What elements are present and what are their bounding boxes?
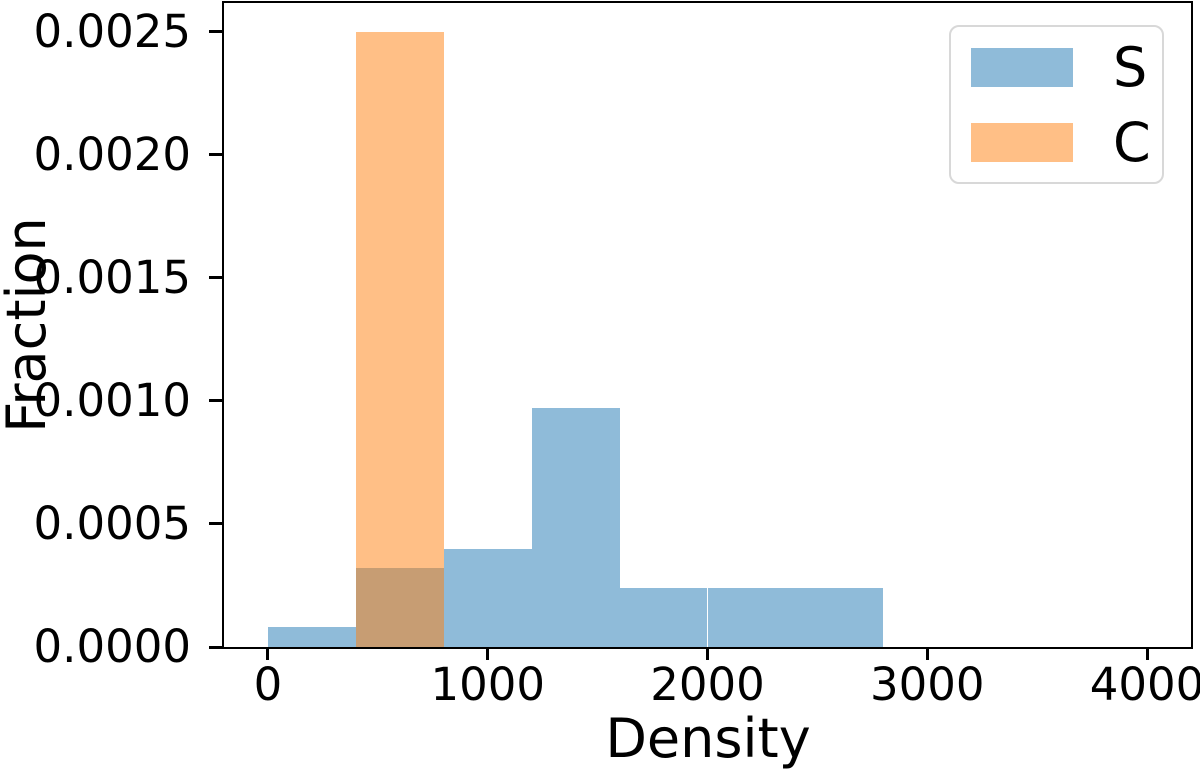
y-tick-label-0.0015: 0.0015 [33,250,191,304]
y-tick-label-0.0000: 0.0000 [33,620,191,673]
plot-area: 0 1000 2000 3000 4000 0.0000 0.0005 0.0010 0.001… [34,1,1200,709]
y-tick-label-0.0025: 0.0025 [33,4,191,58]
y-tick-mark-0.0005 [209,522,224,526]
x-tick-label-1000: 1000 [430,658,545,711]
legend-label-c: C [1113,110,1151,174]
y-tick-mark-0.0015 [209,276,224,280]
legend-item-s: S [971,35,1162,99]
y-tick-label-0.0020: 0.0020 [33,127,191,181]
x-tick-mark-2000 [706,647,709,660]
bar-S-3 [531,408,620,647]
legend-swatch-c [971,122,1073,162]
y-tick-mark-0.0025 [209,30,224,34]
legend-label-s: S [1113,35,1148,99]
bar-S-4 [619,587,708,647]
bar-S-6 [795,587,884,647]
bar-C-0 [355,31,444,647]
bar-S-5 [707,587,796,647]
legend-item-c: C [971,110,1162,174]
x-tick-mark-1000 [486,647,490,660]
x-axis-label: Density [605,707,811,770]
y-tick-mark-0.0010 [209,399,224,403]
x-tick-label-4000: 4000 [1089,658,1200,711]
bar-S-2 [443,548,532,647]
legend-swatch-s [971,47,1073,87]
x-tick-mark-3000 [925,647,929,660]
legend: S C [949,25,1164,184]
y-tick-mark-0.0000 [209,645,224,649]
x-tick-label-2000: 2000 [650,658,765,711]
y-tick-mark-0.0020 [209,153,224,157]
y-tick-label-0.0005: 0.0005 [33,496,191,550]
bar-S-0 [267,627,356,647]
x-tick-mark-0 [266,647,270,660]
x-tick-label-3000: 3000 [870,658,985,711]
x-tick-mark-4000 [1145,647,1149,660]
x-tick-label-0: 0 [253,658,283,711]
y-tick-label-0.0010: 0.0010 [33,373,191,427]
